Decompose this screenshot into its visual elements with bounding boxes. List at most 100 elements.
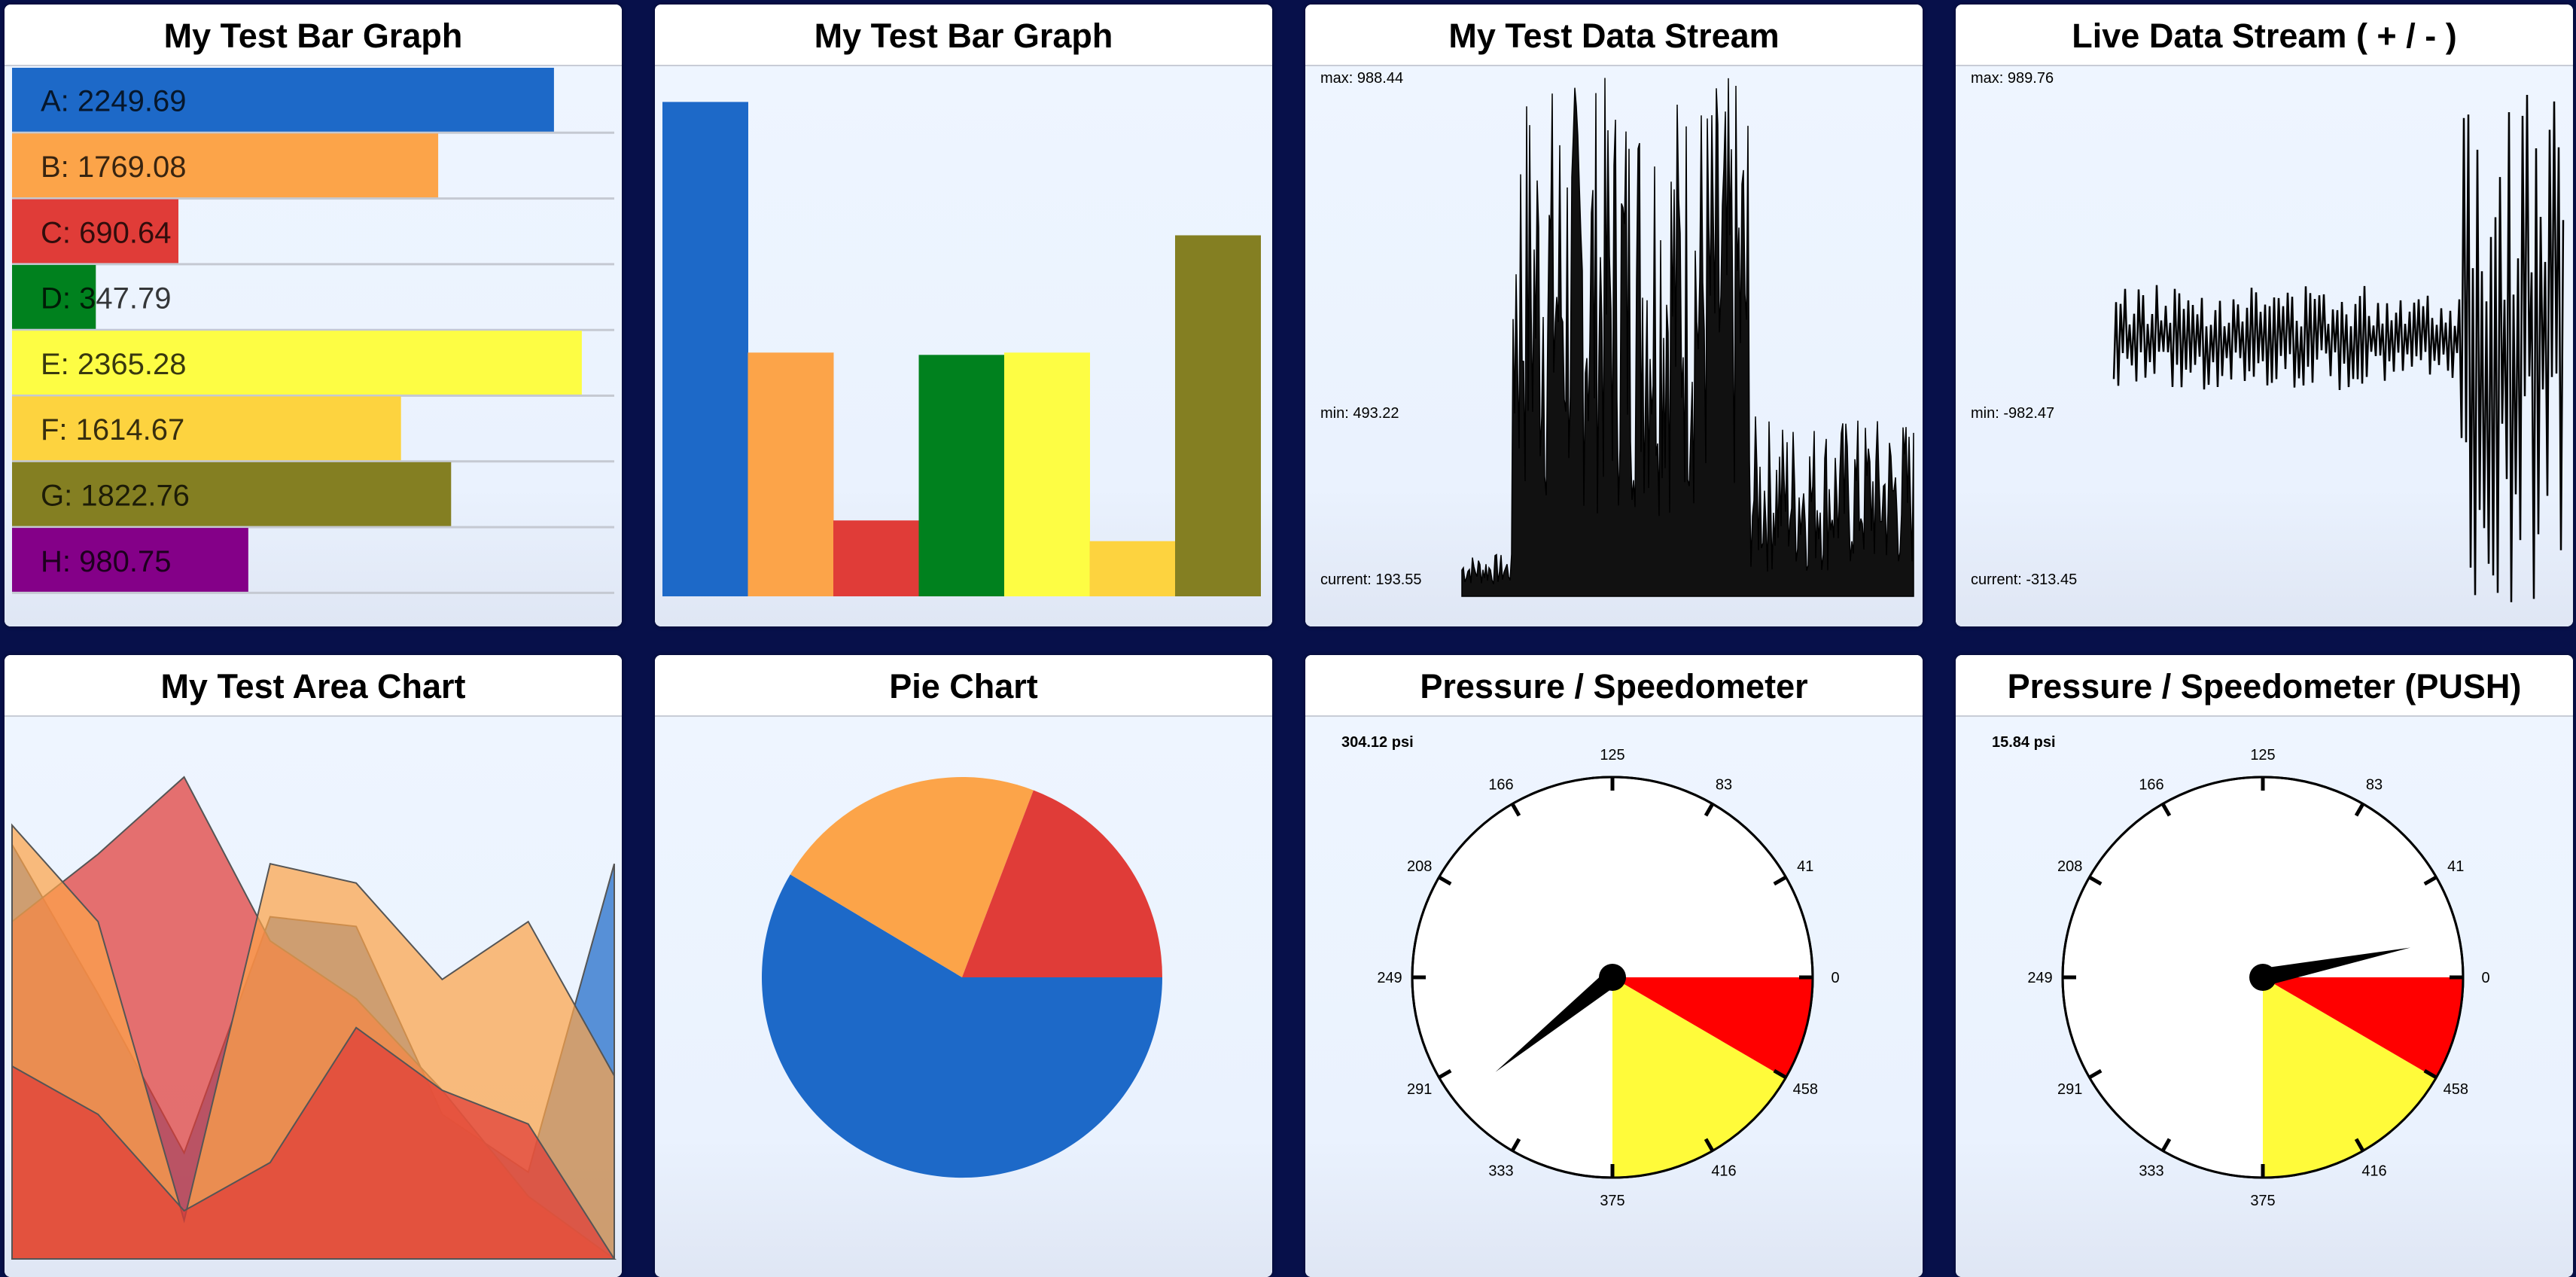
max-label: max: 989.76 [1971, 70, 2054, 87]
pie-chart-panel: Pie Chart [655, 655, 1272, 1277]
gauge-tick-label: 249 [1377, 970, 1402, 986]
data-stream-panel: My Test Data Stream max: 988.44 min: 493.… [1305, 5, 1923, 626]
chart-body [655, 717, 1272, 1277]
gauge-value-label: 15.84 psi [1992, 734, 2056, 751]
gauge-tick [1773, 875, 1787, 886]
gauge-tick-label: 333 [2139, 1163, 2163, 1179]
stream-series [1461, 78, 1914, 597]
bar-label: G: 1822.76 [41, 479, 190, 512]
bar-label: E: 2365.28 [41, 348, 187, 381]
chart-body: max: 988.44 min: 493.22 current: 193.55 [1305, 66, 1923, 626]
min-label: min: 493.22 [1320, 405, 1399, 422]
pie-chart [762, 777, 1162, 1178]
bar-H [12, 528, 248, 593]
bar-3 [918, 355, 1005, 596]
pressure-gauge-push-panel: Pressure / Speedometer (PUSH) 15.84 psi 0… [1956, 655, 2573, 1277]
pie-slice-0 [762, 874, 1162, 1178]
gauge-tick-label: 166 [2139, 777, 2163, 794]
gauge-tick [1510, 1138, 1521, 1152]
gauge-tick-label: 291 [1407, 1081, 1432, 1098]
gauge-tick-label: 83 [1716, 777, 1732, 794]
bar-C [12, 199, 179, 264]
bar-graph-vertical-panel: My Test Bar Graph [655, 5, 1272, 626]
bar-graph-horizontal-panel: My Test Bar Graph A: 2249.69 B: 1769.08 C:… [5, 5, 622, 626]
gauge-tick [1773, 1068, 1787, 1080]
gauge-tick-label: 125 [2250, 747, 2275, 763]
pie-slice-1 [790, 777, 1034, 977]
gauge-tick-label: 458 [2444, 1081, 2468, 1098]
gauge-tick-label: 208 [2057, 858, 2082, 875]
panel-title: Live Data Stream ( + / - ) [1956, 5, 2573, 66]
gauge-tick-label: 416 [1711, 1163, 1736, 1179]
gauge-tick [2088, 1068, 2103, 1080]
min-label: min: -982.47 [1971, 405, 2054, 422]
area-chart-panel: My Test Area Chart [5, 655, 622, 1277]
area-series-3 [11, 1026, 616, 1260]
gauge-tick-label: 375 [2250, 1193, 2275, 1209]
gauge-tick-label: 166 [1488, 777, 1513, 794]
gauge-tick [2423, 875, 2437, 886]
bar-4 [1004, 352, 1090, 596]
gauge-tick [1704, 1138, 1715, 1152]
gauge-tick-label: 375 [1600, 1193, 1624, 1209]
stream-series [2112, 94, 2565, 602]
panel-title: Pie Chart [655, 655, 1272, 717]
bar-label: F: 1614.67 [41, 413, 184, 446]
gauge-tick-label: 83 [2366, 777, 2383, 794]
pressure-gauge-panel: Pressure / Speedometer 304.12 psi 0 41 83 12… [1305, 655, 1923, 1277]
gauge-tick [1510, 803, 1521, 817]
chart-body [655, 66, 1272, 626]
gauge-tick-label: 208 [1407, 858, 1432, 875]
panel-title: My Test Area Chart [5, 655, 622, 717]
bar-label: C: 690.64 [41, 216, 171, 249]
bar-F [12, 396, 401, 461]
bar-G [12, 462, 452, 527]
data-stream-chart: max: 988.44 min: 493.22 current: 193.55 [1320, 70, 1914, 597]
bar-1 [748, 352, 834, 596]
bar-label: A: 2249.69 [41, 85, 187, 118]
chart-body: 15.84 psi 0 41 83 125 166 208 249 291 333 375 416 45… [1956, 717, 2573, 1277]
gauge-tick-label: 41 [1797, 858, 1813, 875]
gauge-tick-label: 41 [2447, 858, 2464, 875]
panel-title: Pressure / Speedometer (PUSH) [1956, 655, 2573, 717]
bar-label: B: 1769.08 [41, 151, 187, 184]
bar-B [12, 133, 439, 198]
gauge-tick [1438, 1068, 1452, 1080]
gauge-tick-label: 416 [2361, 1163, 2386, 1179]
chart-body: A: 2249.69 B: 1769.08 C: 690.64 D: 347.79 E:… [5, 66, 622, 626]
gauge-tick [2423, 1068, 2437, 1080]
panel-title: Pressure / Speedometer [1305, 655, 1923, 717]
gauge-tick [2354, 1138, 2365, 1152]
gauge-tick [2354, 803, 2365, 817]
gauge-hub [2249, 964, 2276, 991]
bar-label: D: 347.79 [41, 282, 171, 315]
gauge-value-label: 304.12 psi [1341, 734, 1414, 751]
pie-slice-2 [962, 790, 1162, 977]
bar-label: H: 980.75 [41, 545, 171, 578]
gauge-tick-label: 0 [1831, 970, 1839, 986]
gauge-tick [2160, 803, 2172, 817]
max-label: max: 988.44 [1320, 70, 1403, 87]
chart-body [5, 717, 622, 1277]
horizontal-bar-chart: A: 2249.69 B: 1769.08 C: 690.64 D: 347.79 E:… [12, 68, 614, 594]
gauge-tick-label: 458 [1793, 1081, 1818, 1098]
gauge-tick-label: 249 [2027, 970, 2052, 986]
area-chart [11, 776, 617, 1260]
gauge-zone-1 [2263, 977, 2463, 1078]
bar-5 [1089, 541, 1176, 596]
chart-body: 304.12 psi 0 41 83 125 166 208 249 291 333 375 416 4… [1305, 717, 1923, 1277]
bar-E [12, 331, 582, 395]
panel-title: My Test Bar Graph [655, 5, 1272, 66]
panel-title: My Test Data Stream [1305, 5, 1923, 66]
gauge-tick-label: 0 [2481, 970, 2489, 986]
gauge-needle [1495, 970, 1618, 1072]
gauge-tick [1438, 875, 1452, 886]
chart-body: max: 989.76 min: -982.47 current: -313.45 [1956, 66, 2573, 626]
gauge-zone-1 [1612, 977, 1813, 1078]
gauge-tick [2160, 1138, 2172, 1152]
bar-2 [833, 520, 919, 596]
gauge-tick [1704, 803, 1715, 817]
vertical-bar-chart [662, 102, 1261, 596]
gauge-zone-0 [2263, 977, 2436, 1178]
gauge-tick [2088, 875, 2103, 886]
